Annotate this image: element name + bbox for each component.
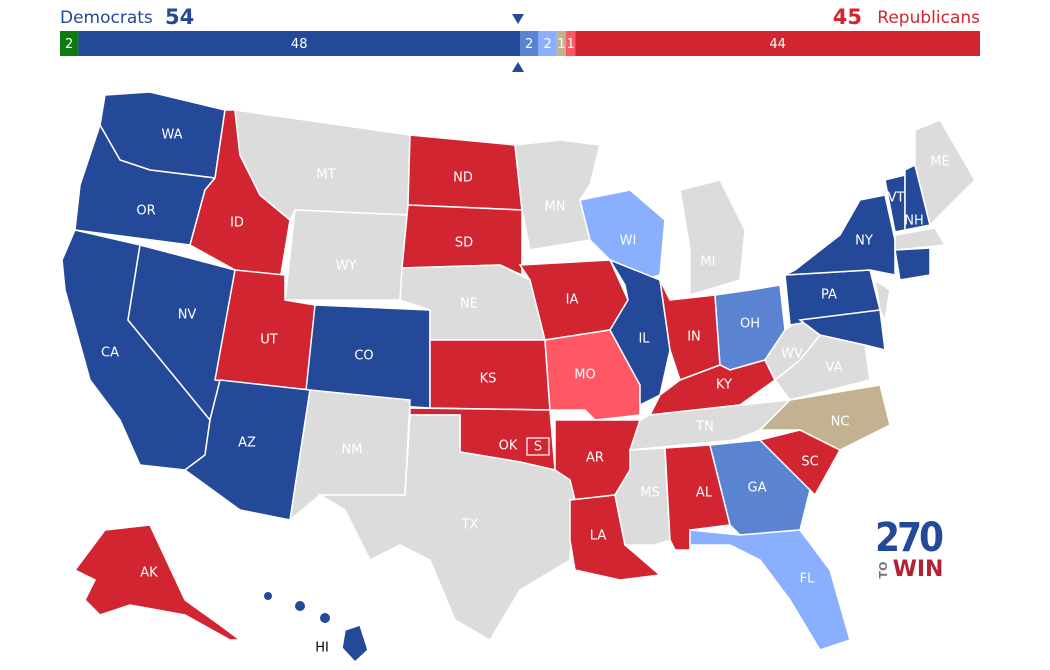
seat-segment — [556, 31, 566, 56]
state-label: AR — [586, 451, 604, 466]
state-label: ME — [930, 155, 949, 170]
state-label: TN — [695, 420, 714, 435]
state-label: NV — [178, 308, 197, 323]
state-label: IA — [566, 293, 579, 308]
state — [784, 194, 896, 276]
state-label: UT — [260, 333, 278, 348]
state-label: NH — [904, 214, 924, 229]
seat-segment — [566, 31, 576, 56]
logo: 270 TO WIN — [875, 515, 946, 582]
state-label: NM — [342, 443, 363, 458]
state-label: MS — [640, 486, 659, 501]
special-marker: S — [534, 440, 542, 455]
seat-segment-label: 2 — [525, 37, 533, 52]
states — [61, 91, 976, 664]
state — [284, 209, 409, 301]
state-label: SC — [801, 455, 818, 470]
hawaii-island — [320, 613, 330, 623]
special-marker-box — [526, 437, 550, 456]
state-label: VT — [888, 191, 905, 206]
state-label: AZ — [238, 436, 256, 451]
seat-segment-label: 2 — [543, 37, 551, 52]
state — [798, 309, 886, 351]
midpoint-marker — [512, 14, 524, 24]
state-label: MO — [574, 368, 595, 383]
state-label: CO — [354, 349, 373, 364]
labels: WA OR CA NV ID MT WY UT CO AZ NM ND SD N… — [101, 128, 950, 656]
state-label: OH — [740, 317, 760, 332]
state-label: SD — [455, 236, 473, 251]
state — [894, 227, 947, 251]
state-label: NY — [855, 234, 873, 249]
dem-total: 54 — [165, 5, 194, 29]
seat-segment-label: 1 — [566, 37, 574, 52]
logo-to: TO — [877, 562, 890, 579]
seat-segment-label: 48 — [291, 37, 308, 52]
state-label: MT — [316, 168, 335, 183]
state-label: AL — [696, 486, 713, 501]
state — [317, 414, 576, 642]
state-label: CA — [101, 346, 119, 361]
state — [914, 119, 976, 227]
state-label: WV — [781, 347, 803, 362]
state — [514, 139, 601, 251]
seat-segment — [575, 31, 980, 56]
state-label: PA — [821, 288, 837, 303]
state-label: LA — [590, 529, 607, 544]
hawaii-island — [295, 601, 305, 611]
midpoint-marker — [512, 62, 524, 72]
state — [341, 624, 369, 664]
seat-segment — [538, 31, 557, 56]
state-label: HI — [315, 641, 329, 656]
seat-segment — [520, 31, 539, 56]
state-label: OK — [499, 439, 518, 454]
dem-label: Democrats — [60, 8, 153, 28]
state-label: FL — [800, 572, 815, 587]
state-label: GA — [748, 481, 767, 496]
state-label: MI — [700, 255, 715, 270]
seat-segment-label: 1 — [557, 37, 565, 52]
state-label: IN — [687, 330, 701, 345]
logo-number: 270 — [875, 515, 943, 561]
state-label: MN — [545, 200, 566, 215]
state-label: NC — [831, 415, 850, 430]
state — [689, 529, 851, 651]
state-label: ND — [453, 171, 473, 186]
state — [894, 247, 931, 281]
logo-win: WIN — [893, 557, 944, 582]
seat-segment — [78, 31, 521, 56]
state-label: KY — [716, 378, 732, 393]
seat-segment-label: 2 — [65, 37, 73, 52]
seat-bar: 2 48 2 2 1 1 44 — [60, 31, 980, 56]
seat-segment — [60, 31, 79, 56]
state-label: WY — [336, 259, 357, 274]
state-label: WI — [620, 234, 637, 249]
seat-segment-label: 44 — [769, 37, 786, 52]
state — [873, 278, 891, 323]
state-label: NE — [460, 297, 478, 312]
hawaii-island — [264, 592, 272, 600]
state-label: ID — [230, 216, 244, 231]
state-label: VA — [826, 361, 843, 376]
state-label: IL — [638, 332, 650, 347]
state-label: OR — [136, 204, 155, 219]
state — [73, 524, 243, 641]
rep-total: 45 — [833, 5, 862, 29]
state-label: WA — [161, 128, 182, 143]
state-label: TX — [461, 518, 479, 533]
state-label: KS — [480, 372, 497, 387]
state — [758, 429, 842, 497]
state-label: AK — [140, 566, 158, 581]
rep-label: Republicans — [877, 8, 980, 28]
state — [679, 179, 746, 297]
